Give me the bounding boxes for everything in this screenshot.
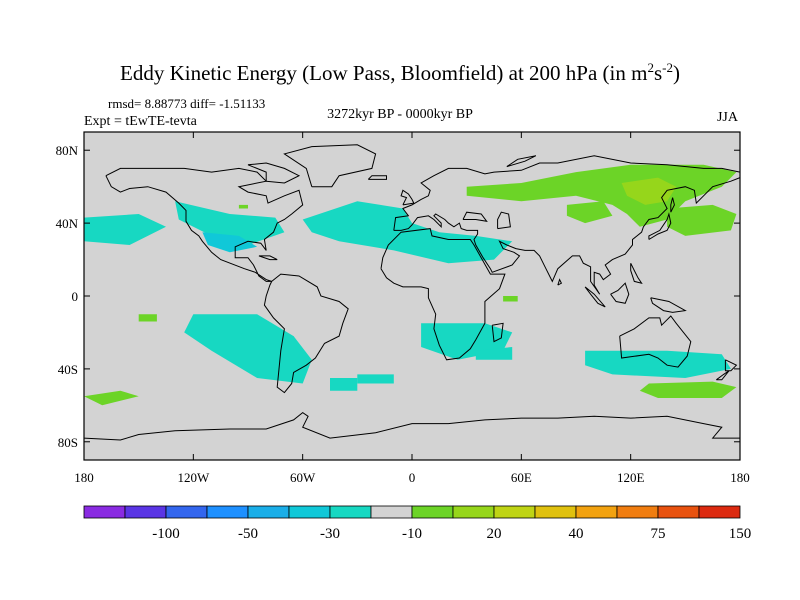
anomaly-region: [475, 347, 513, 360]
x-tick-label: 60E: [511, 470, 532, 485]
anomaly-shading: [84, 164, 737, 406]
anomaly-region: [621, 177, 677, 205]
experiment-label: Expt = tEwTE-tevta: [84, 114, 197, 129]
y-tick-label: 0: [72, 289, 79, 304]
coastline: [83, 411, 740, 441]
coastline: [393, 177, 741, 295]
colorbar: -100 -50 -30 -10 20 40 75 150: [83, 505, 752, 542]
period-subtitle: 3272kyr BP - 0000kyr BP: [327, 107, 473, 122]
latitude-axis: 80N 40N 0 40S 80S: [56, 143, 740, 450]
colorbar-swatch: [165, 505, 208, 519]
colorbar-swatch: [411, 505, 454, 519]
colorbar-label: 150: [729, 526, 752, 542]
colorbar-swatch: [493, 505, 536, 519]
colorbar-label: 75: [651, 526, 666, 542]
coastline: [462, 211, 488, 222]
colorbar-label: -30: [320, 526, 340, 542]
colorbar-swatch: [575, 505, 618, 519]
anomaly-region: [667, 204, 737, 236]
y-tick-label: 40N: [56, 216, 79, 231]
coastline: [648, 212, 672, 240]
coastline: [393, 155, 741, 231]
y-tick-label: 40S: [58, 362, 78, 377]
colorbar-label: -10: [402, 526, 422, 542]
colorbar-swatch: [698, 505, 741, 519]
x-tick-label: 120W: [177, 470, 210, 485]
colorbar-label: 20: [487, 526, 502, 542]
anomaly-region: [330, 378, 358, 391]
colorbar-swatch: [657, 505, 700, 519]
anomaly-region: [84, 214, 166, 245]
x-tick-label: 0: [409, 470, 416, 485]
coastline: [584, 286, 606, 308]
colorbar-label: -100: [152, 526, 180, 542]
season-label: JJA: [716, 110, 738, 125]
y-tick-label: 80S: [58, 435, 78, 450]
anomaly-region: [639, 381, 737, 398]
coastline: [497, 211, 511, 230]
colorbar-label: -50: [238, 526, 258, 542]
rmsd-diff-text: rmsd= 8.88773 diff= -1.51133: [108, 96, 266, 111]
anomaly-region: [175, 201, 285, 245]
coastline: [619, 315, 692, 368]
x-tick-label: 120E: [617, 470, 645, 485]
coastlines: [83, 144, 741, 441]
colorbar-swatch: [452, 505, 495, 519]
coastline: [380, 228, 506, 361]
colorbar-label: 40: [569, 526, 584, 542]
plot-title: Eddy Kinetic Energy (Low Pass, Bloomfiel…: [120, 60, 680, 85]
colorbar-swatch: [206, 505, 249, 519]
coastline: [105, 167, 304, 282]
anomaly-region: [566, 201, 613, 224]
coastline: [247, 162, 301, 184]
colorbar-swatch: [83, 505, 126, 519]
coastline: [557, 278, 563, 286]
anomaly-region: [302, 201, 513, 264]
longitude-axis: 180 120W 60W 0 60E 120E 180: [74, 132, 750, 485]
coastline: [506, 155, 537, 168]
anomaly-region: [238, 204, 248, 209]
coastline: [610, 282, 630, 304]
colorbar-swatch: [370, 505, 413, 519]
coastline: [630, 262, 643, 284]
coastline: [367, 175, 387, 180]
coastline: [724, 359, 738, 372]
colorbar-swatch: [329, 505, 372, 519]
coastline: [283, 144, 377, 188]
anomaly-region: [503, 296, 518, 302]
coastline: [650, 297, 687, 313]
coastline: [491, 322, 504, 343]
colorbar-swatch: [534, 505, 577, 519]
colorbar-swatch: [288, 505, 331, 519]
anomaly-region: [357, 374, 394, 384]
y-tick-label: 80N: [56, 143, 79, 158]
colorbar-swatch: [124, 505, 167, 519]
x-tick-label: 60W: [290, 470, 316, 485]
coastline: [716, 370, 730, 381]
coastline: [670, 197, 675, 213]
colorbar-swatch: [247, 505, 290, 519]
x-tick-label: 180: [74, 470, 94, 485]
anomaly-region: [84, 390, 139, 406]
anomaly-region: [138, 314, 157, 322]
map-area: [83, 131, 741, 461]
coastline: [258, 255, 278, 261]
x-tick-label: 180: [730, 470, 750, 485]
coastline: [263, 273, 349, 394]
coastline: [400, 189, 415, 206]
anomaly-region: [184, 314, 312, 384]
colorbar-swatch: [616, 505, 659, 519]
anomaly-region: [202, 232, 258, 253]
